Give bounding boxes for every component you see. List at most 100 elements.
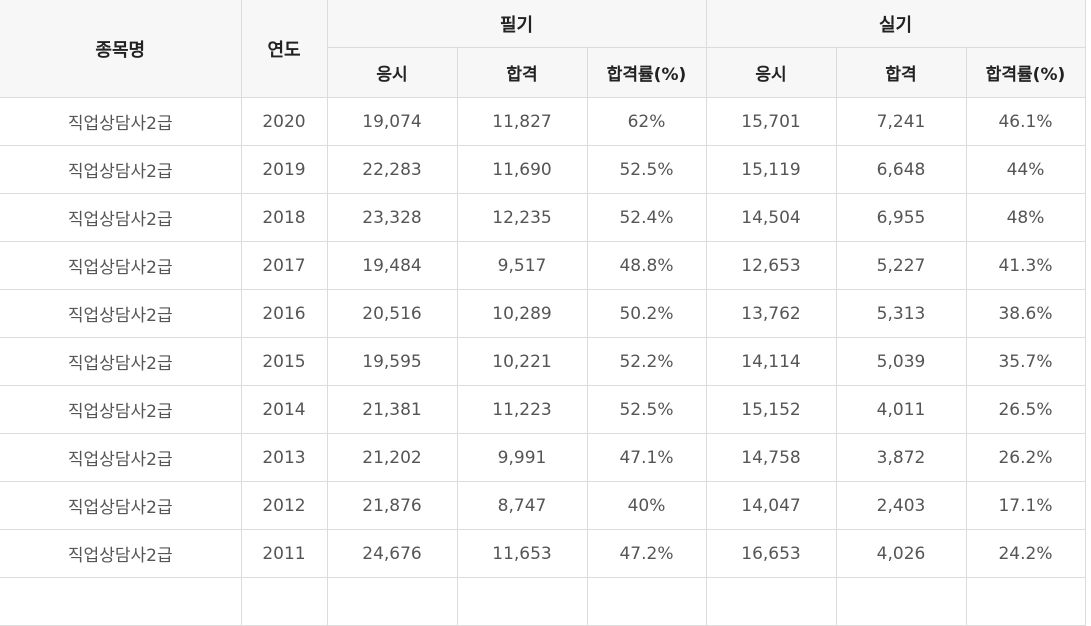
cell-practical-passed: 7,241 bbox=[835, 97, 967, 146]
table-row: 직업상담사2급 2013 21,202 9,991 47.1% 14,758 3,872 26… bbox=[0, 433, 1086, 482]
cell-name: 직업상담사2급 bbox=[0, 289, 242, 338]
table-body: 직업상담사2급 2020 19,074 11,827 62% 15,701 7,241 46.… bbox=[0, 97, 1086, 626]
cell-name: 직업상담사2급 bbox=[0, 385, 242, 434]
cell-practical-passed: 5,039 bbox=[835, 337, 967, 386]
cell-practical-passed: 4,011 bbox=[835, 385, 967, 434]
cell-written-rate: 52.5% bbox=[586, 145, 707, 194]
cell-year bbox=[240, 577, 328, 626]
cell-practical-rate: 17.1% bbox=[965, 481, 1086, 530]
cell-year: 2015 bbox=[240, 337, 328, 386]
cell-year: 2012 bbox=[240, 481, 328, 530]
table-row: 직업상담사2급 2012 21,876 8,747 40% 14,047 2,403 17.1… bbox=[0, 481, 1086, 530]
cell-written-rate: 52.2% bbox=[586, 337, 707, 386]
cell-year: 2020 bbox=[240, 97, 328, 146]
cell-practical-applicants: 15,701 bbox=[705, 97, 837, 146]
cell-written-passed: 10,289 bbox=[456, 289, 588, 338]
cell-year: 2014 bbox=[240, 385, 328, 434]
cell-year: 2016 bbox=[240, 289, 328, 338]
col-header-written-rate: 합격률(%) bbox=[586, 47, 707, 98]
cell-name: 직업상담사2급 bbox=[0, 433, 242, 482]
cell-written-passed: 11,653 bbox=[456, 529, 588, 578]
table-row: 직업상담사2급 2020 19,074 11,827 62% 15,701 7,241 46.… bbox=[0, 97, 1086, 146]
cell-practical-applicants: 14,504 bbox=[705, 193, 837, 242]
col-header-written-passed: 합격 bbox=[456, 47, 588, 98]
cell-written-rate bbox=[586, 577, 707, 626]
cell-written-applicants: 21,381 bbox=[326, 385, 458, 434]
cell-written-applicants: 20,516 bbox=[326, 289, 458, 338]
cell-practical-rate: 26.5% bbox=[965, 385, 1086, 434]
cell-written-passed: 11,690 bbox=[456, 145, 588, 194]
cell-written-passed: 12,235 bbox=[456, 193, 588, 242]
table-row: 직업상담사2급 2018 23,328 12,235 52.4% 14,504 6,955 4… bbox=[0, 193, 1086, 242]
cell-name: 직업상담사2급 bbox=[0, 145, 242, 194]
cell-practical-passed: 5,313 bbox=[835, 289, 967, 338]
cell-written-rate: 40% bbox=[586, 481, 707, 530]
cell-practical-passed: 3,872 bbox=[835, 433, 967, 482]
cell-name: 직업상담사2급 bbox=[0, 337, 242, 386]
cell-practical-rate: 26.2% bbox=[965, 433, 1086, 482]
cell-written-passed: 9,991 bbox=[456, 433, 588, 482]
cell-written-rate: 52.5% bbox=[586, 385, 707, 434]
table-row: 직업상담사2급 2015 19,595 10,221 52.2% 14,114 5,039 3… bbox=[0, 337, 1086, 386]
col-header-practical-passed: 합격 bbox=[835, 47, 967, 98]
cell-practical-rate: 38.6% bbox=[965, 289, 1086, 338]
cell-written-rate: 52.4% bbox=[586, 193, 707, 242]
cell-written-rate: 50.2% bbox=[586, 289, 707, 338]
cell-practical-passed: 2,403 bbox=[835, 481, 967, 530]
table-row: 직업상담사2급 2017 19,484 9,517 48.8% 12,653 5,227 41… bbox=[0, 241, 1086, 290]
cell-written-rate: 48.8% bbox=[586, 241, 707, 290]
cell-practical-rate: 35.7% bbox=[965, 337, 1086, 386]
cell-written-passed: 11,223 bbox=[456, 385, 588, 434]
cell-practical-passed: 6,648 bbox=[835, 145, 967, 194]
cell-written-rate: 47.1% bbox=[586, 433, 707, 482]
cell-practical-applicants: 12,653 bbox=[705, 241, 837, 290]
cell-year: 2013 bbox=[240, 433, 328, 482]
cell-year: 2019 bbox=[240, 145, 328, 194]
cell-practical-passed: 6,955 bbox=[835, 193, 967, 242]
cell-written-passed bbox=[456, 577, 588, 626]
cell-written-passed: 10,221 bbox=[456, 337, 588, 386]
cell-practical-applicants: 15,119 bbox=[705, 145, 837, 194]
cell-year: 2017 bbox=[240, 241, 328, 290]
col-header-name: 종목명 bbox=[0, 0, 242, 98]
cell-name: 직업상담사2급 bbox=[0, 529, 242, 578]
cell-practical-rate: 41.3% bbox=[965, 241, 1086, 290]
col-header-practical-applicants: 응시 bbox=[705, 47, 837, 98]
cell-written-applicants: 21,202 bbox=[326, 433, 458, 482]
group-header-written: 필기 bbox=[326, 0, 707, 48]
cell-written-applicants: 24,676 bbox=[326, 529, 458, 578]
col-header-written-applicants: 응시 bbox=[327, 47, 458, 98]
cell-practical-applicants bbox=[705, 577, 837, 626]
cell-written-rate: 62% bbox=[586, 97, 707, 146]
table-row bbox=[0, 577, 1086, 626]
cell-practical-passed bbox=[835, 577, 967, 626]
cell-written-applicants: 22,283 bbox=[326, 145, 458, 194]
cell-practical-rate: 44% bbox=[965, 145, 1086, 194]
cell-written-applicants: 21,876 bbox=[326, 481, 458, 530]
col-header-practical-rate: 합격률(%) bbox=[965, 47, 1086, 98]
cell-written-passed: 9,517 bbox=[456, 241, 588, 290]
cell-practical-applicants: 13,762 bbox=[705, 289, 837, 338]
cell-practical-passed: 4,026 bbox=[835, 529, 967, 578]
cell-written-applicants: 23,328 bbox=[326, 193, 458, 242]
col-header-year: 연도 bbox=[240, 0, 328, 98]
cell-written-applicants: 19,484 bbox=[326, 241, 458, 290]
group-header-practical: 실기 bbox=[705, 0, 1086, 48]
cell-year: 2018 bbox=[240, 193, 328, 242]
cell-written-applicants: 19,595 bbox=[326, 337, 458, 386]
table-row: 직업상담사2급 2011 24,676 11,653 47.2% 16,653 4,026 2… bbox=[0, 529, 1086, 578]
cell-practical-applicants: 14,047 bbox=[705, 481, 837, 530]
table-header: 종목명 연도 필기 실기 응시 합격 합격률(%) 응시 합격 합격률(%) bbox=[0, 0, 1086, 98]
cell-practical-rate: 24.2% bbox=[965, 529, 1086, 578]
cell-written-applicants: 19,074 bbox=[326, 97, 458, 146]
cell-practical-applicants: 14,114 bbox=[705, 337, 837, 386]
cell-name: 직업상담사2급 bbox=[0, 481, 242, 530]
cell-practical-passed: 5,227 bbox=[835, 241, 967, 290]
table-row: 직업상담사2급 2014 21,381 11,223 52.5% 15,152 4,011 2… bbox=[0, 385, 1086, 434]
table-row: 직업상담사2급 2019 22,283 11,690 52.5% 15,119 6,648 4… bbox=[0, 145, 1086, 194]
cell-practical-rate: 46.1% bbox=[965, 97, 1086, 146]
cell-year: 2011 bbox=[240, 529, 328, 578]
cell-written-applicants bbox=[326, 577, 458, 626]
cell-practical-rate: 48% bbox=[965, 193, 1086, 242]
